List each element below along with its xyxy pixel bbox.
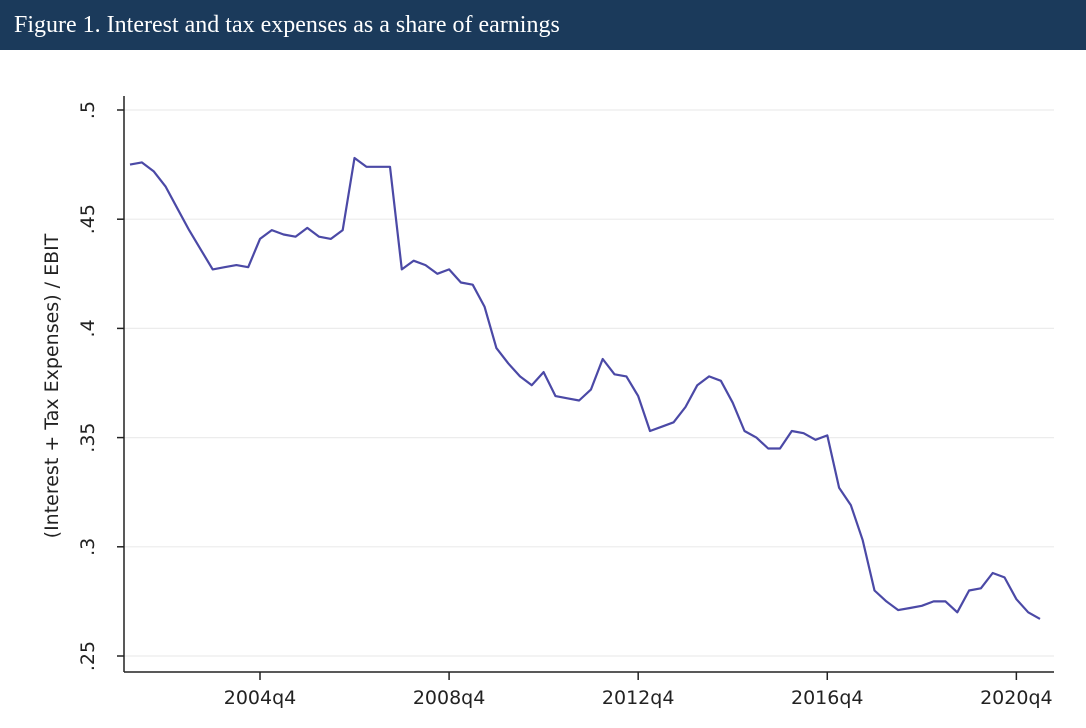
x-tick-label: 2008q4 [413,687,486,709]
figure-title: Figure 1. Interest and tax expenses as a… [0,0,1086,50]
y-tick-label: .5 [77,101,99,119]
y-tick-label: .3 [77,538,99,556]
x-tick-label: 2004q4 [224,687,297,709]
y-axis-ticks: .25 .3 .35 .4 .45 .5 [77,101,124,671]
x-tick-label: 2020q4 [980,687,1053,709]
series-line [129,156,1041,620]
x-tick-label: 2016q4 [791,687,864,709]
plot-area [124,100,1054,672]
y-tick-label: .25 [77,641,99,671]
y-axis-label: (Interest + Tax Expenses) / EBIT [41,233,63,538]
y-tick-label: .45 [77,204,99,234]
x-axis-ticks: 2004q4 2008q4 2012q4 2016q4 2020q4 [224,672,1053,709]
grid-lines [124,109,1054,657]
y-tick-label: .4 [77,319,99,337]
y-tick-label: .35 [77,422,99,452]
x-tick-label: 2012q4 [602,687,675,709]
